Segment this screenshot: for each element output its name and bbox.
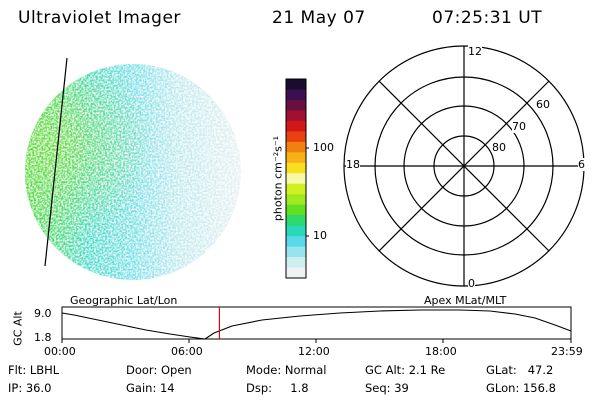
altitude-curve [61, 309, 572, 340]
mlt-label-12: 12 [468, 45, 482, 58]
x-tick-label-2359: 23:59 [551, 345, 583, 358]
colorbar-cell [286, 110, 306, 122]
colorbar-cell [286, 236, 306, 248]
filter-info: Flt: LBHL [8, 363, 60, 377]
colorbar-tick-label-10: 10 [313, 229, 327, 242]
colorbar-cell [286, 246, 306, 258]
geographic-label: Geographic Lat/Lon [70, 294, 178, 307]
colorbar-cell [286, 162, 306, 174]
colorbar-cell [286, 89, 306, 101]
lat-label-80: 80 [492, 141, 506, 154]
glat-info: GLat: 47.2 [486, 363, 554, 377]
x-tick-label-0600: 06:00 [171, 345, 203, 358]
gain-info: Gain: 14 [126, 381, 175, 395]
x-tick-label-0000: 00:00 [44, 345, 76, 358]
colorbar-cell [286, 204, 306, 216]
x-tick-label-1800: 18:00 [425, 345, 457, 358]
time-label: 07:25:31 UT [432, 8, 543, 28]
uv-disk [25, 64, 241, 280]
colorbar-frame [285, 78, 307, 279]
colorbar-cell [286, 79, 306, 91]
date-label: 21 May 07 [272, 8, 366, 28]
glon-info: GLon: 156.8 [486, 381, 556, 395]
terminator-line [44, 57, 68, 267]
mode-info: Mode: Normal [246, 363, 327, 377]
colorbar-tick-label-100: 100 [313, 141, 334, 154]
colorbar-cell [286, 267, 306, 279]
colorbar-cell [286, 257, 306, 269]
colorbar-cell [286, 152, 306, 164]
colorbar-cell [286, 194, 306, 206]
polar-diagonal-2 [378, 80, 550, 252]
colorbar-cell [286, 225, 306, 237]
colorbar-cell [286, 183, 306, 195]
y-tick-label-1-8: 1.8 [34, 331, 52, 344]
dsp-info: Dsp: 1.8 [246, 381, 309, 395]
instrument-title: Ultraviolet Imager [18, 8, 181, 28]
seq-info: Seq: 39 [365, 381, 409, 395]
door-info: Door: Open [126, 363, 192, 377]
mlt-label-6: 6 [578, 158, 585, 171]
y-tick-label-9: 9.0 [34, 307, 52, 320]
ip-info: IP: 36.0 [8, 381, 52, 395]
colorbar-cell [286, 131, 306, 143]
lat-label-70: 70 [512, 120, 526, 133]
gc-alt-info: GC Alt: 2.1 Re [365, 363, 446, 377]
colorbar-cell [286, 99, 306, 112]
colorbar-cell [286, 173, 306, 185]
colorbar-cell [286, 141, 306, 153]
mlt-label-18: 18 [346, 158, 360, 171]
apex-label: Apex MLat/MLT [424, 294, 507, 307]
lat-label-60: 60 [536, 98, 550, 111]
mlt-label-0: 0 [468, 277, 475, 290]
x-tick-label-1200: 12:00 [298, 345, 330, 358]
colorbar-cell [286, 120, 306, 132]
colorbar-cell [286, 215, 306, 227]
